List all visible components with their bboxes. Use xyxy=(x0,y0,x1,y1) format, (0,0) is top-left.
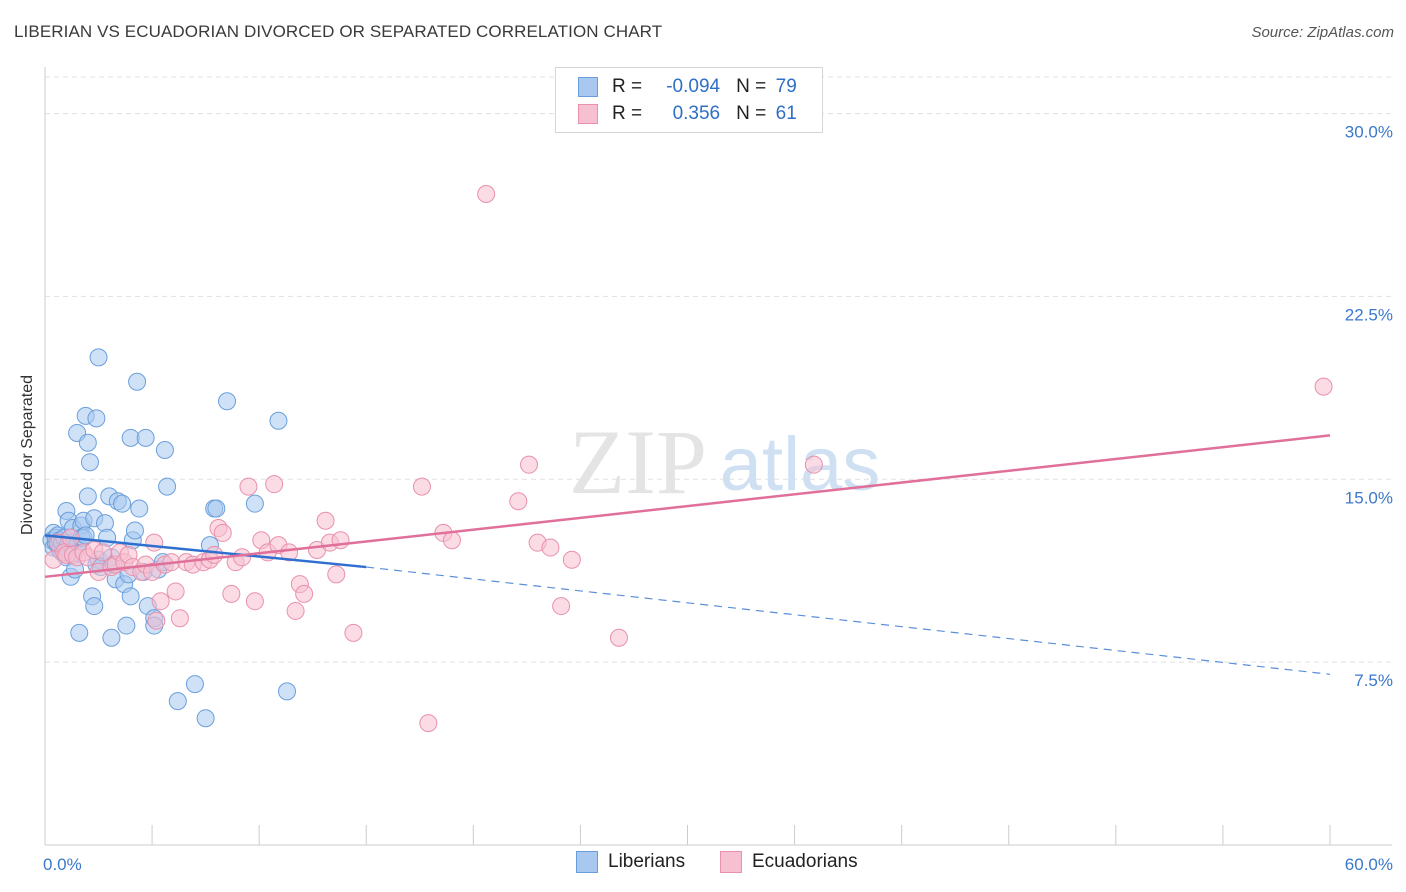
trend-line-liberians xyxy=(44,534,367,569)
data-point xyxy=(442,531,461,550)
data-point xyxy=(245,494,264,513)
data-point xyxy=(218,392,237,411)
y-tick-label: 22.5% xyxy=(1345,305,1393,324)
data-point xyxy=(76,526,95,545)
data-point xyxy=(280,543,299,562)
data-point xyxy=(477,185,496,204)
data-point xyxy=(170,609,189,628)
data-point xyxy=(151,592,170,611)
data-point xyxy=(158,477,177,496)
series-legend-liberians[interactable]: Liberians xyxy=(576,851,685,873)
y-tick-label: 7.5% xyxy=(1354,671,1393,690)
data-point xyxy=(121,428,140,447)
data-point xyxy=(562,550,581,569)
legend-row-ecuadorians: R = 0.356 N = 61 xyxy=(578,101,806,127)
data-point xyxy=(125,521,144,540)
data-point xyxy=(70,623,89,642)
legend-r-label: R = xyxy=(612,103,643,124)
data-point xyxy=(520,455,539,474)
data-point xyxy=(327,565,346,584)
data-point xyxy=(207,499,226,518)
data-point xyxy=(278,682,297,701)
data-point xyxy=(117,616,136,635)
chart-title: LIBERIAN VS ECUADORIAN DIVORCED OR SEPAR… xyxy=(14,22,663,41)
legend-n-label: N = xyxy=(736,76,767,97)
data-point xyxy=(166,582,185,601)
data-point xyxy=(609,628,628,647)
series-label-ecuadorians: Ecuadorians xyxy=(752,851,858,872)
data-point xyxy=(128,372,147,391)
swatch-liberians xyxy=(576,851,598,873)
data-point xyxy=(93,543,112,562)
data-point xyxy=(419,714,438,733)
watermark-zip: ZIP xyxy=(569,411,707,513)
data-point xyxy=(185,675,204,694)
data-point xyxy=(213,523,232,542)
data-point xyxy=(1314,377,1333,396)
data-point xyxy=(552,597,571,616)
trend-line-liberians-extrapolated xyxy=(366,566,1331,675)
watermark: ZIP atlas xyxy=(569,411,880,513)
swatch-ecuadorians xyxy=(720,851,742,873)
data-point xyxy=(196,709,215,728)
data-point xyxy=(265,475,284,494)
data-point xyxy=(205,545,224,564)
legend-r-value: 0.356 xyxy=(672,103,721,124)
tick-labels: 7.5% 15.0% 22.5% 30.0% 0.0% 60.0% xyxy=(43,123,1393,874)
series-legend-ecuadorians[interactable]: Ecuadorians xyxy=(720,851,858,873)
data-point xyxy=(78,433,97,452)
legend-row-liberians: R = -0.094 N = 79 xyxy=(578,74,806,100)
data-point xyxy=(80,453,99,472)
data-point xyxy=(295,584,314,603)
data-point xyxy=(155,441,174,460)
data-point xyxy=(344,623,363,642)
y-axis-label: Divorced or Separated xyxy=(19,375,36,535)
data-point xyxy=(269,411,288,430)
data-point xyxy=(136,428,155,447)
legend-r-label: R = xyxy=(612,76,643,97)
series-legend: Liberians Ecuadorians xyxy=(0,851,1406,879)
data-point xyxy=(509,492,528,511)
source-label: Source: ZipAtlas.com xyxy=(1251,24,1394,41)
legend-swatch-liberians xyxy=(578,77,598,97)
data-points xyxy=(42,185,1333,733)
data-point xyxy=(147,611,166,630)
data-point xyxy=(145,533,164,552)
data-point xyxy=(168,692,187,711)
data-point xyxy=(87,409,106,428)
data-point xyxy=(85,597,104,616)
x-tick-label: 60.0% xyxy=(1345,855,1393,874)
data-point xyxy=(89,348,108,367)
y-tick-label: 15.0% xyxy=(1345,488,1393,507)
data-point xyxy=(130,499,149,518)
data-point xyxy=(316,511,335,530)
data-point xyxy=(121,587,140,606)
data-point xyxy=(113,494,132,513)
data-point xyxy=(78,487,97,506)
data-point xyxy=(222,584,241,603)
legend-swatch-ecuadorians xyxy=(578,104,598,124)
axes xyxy=(44,67,1392,846)
data-point xyxy=(239,477,258,496)
trend-lines xyxy=(44,434,1331,675)
legend-r-value: -0.094 xyxy=(666,76,721,97)
grid-lines xyxy=(45,76,1392,663)
y-tick-label: 30.0% xyxy=(1345,123,1393,142)
x-tick-label: 0.0% xyxy=(43,855,82,874)
data-point xyxy=(102,628,121,647)
series-label-liberians: Liberians xyxy=(608,851,686,872)
trend-line-ecuadorians xyxy=(44,434,1331,579)
data-point xyxy=(245,592,264,611)
legend-n-value: 61 xyxy=(775,103,797,124)
data-point xyxy=(541,538,560,557)
legend-n-value: 79 xyxy=(775,76,797,97)
data-point xyxy=(804,455,823,474)
correlation-legend: R = -0.094 N = 79 R = 0.356 N = 61 xyxy=(555,67,823,133)
legend-n-label: N = xyxy=(736,103,767,124)
data-point xyxy=(233,548,252,567)
data-point xyxy=(412,477,431,496)
data-point xyxy=(286,601,305,620)
